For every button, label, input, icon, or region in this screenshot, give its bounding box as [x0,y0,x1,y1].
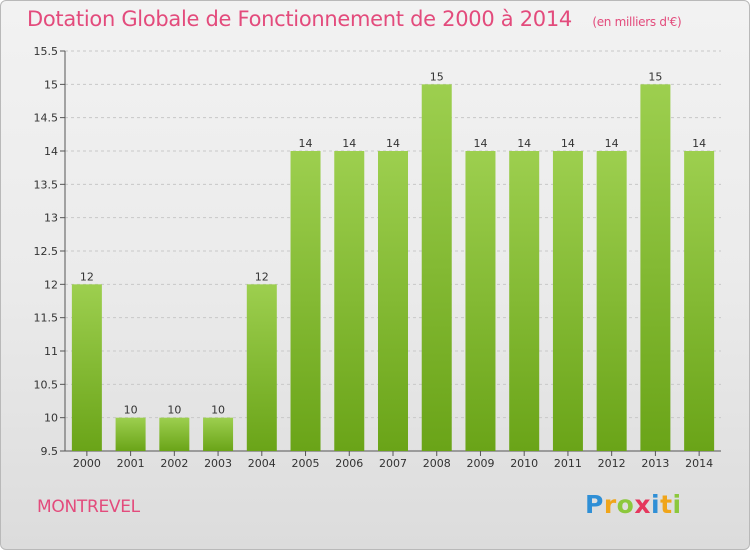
x-tick-label: 2002 [160,457,188,470]
bar [71,284,102,451]
x-tick-label: 2006 [335,457,363,470]
bar [290,151,321,451]
x-tick-label: 2000 [73,457,101,470]
bar [421,84,452,451]
x-tick-label: 2013 [641,457,669,470]
bar-value-label: 14 [342,137,356,150]
y-tick-label: 13.5 [34,178,59,191]
bar-value-label: 14 [517,137,531,150]
logo-letter: i [651,490,661,519]
bar-value-label: 15 [430,70,444,83]
bar-value-label: 14 [692,137,706,150]
bar-value-label: 14 [561,137,575,150]
y-tick-label: 14.5 [34,112,59,125]
x-tick-label: 2009 [466,457,494,470]
bar-value-label: 12 [80,270,94,283]
x-tick-label: 2011 [554,457,582,470]
x-tick-label: 2008 [423,457,451,470]
y-tick-label: 15 [44,78,58,91]
logo-letter: t [660,490,673,519]
bar [552,151,583,451]
bar [246,284,277,451]
y-tick-label: 13 [44,212,58,225]
y-tick-label: 10.5 [34,378,59,391]
proxiti-logo: Proxiti [585,490,682,519]
bar-value-label: 14 [605,137,619,150]
x-tick-label: 2004 [248,457,276,470]
x-tick-label: 2003 [204,457,232,470]
x-tick-label: 2014 [685,457,713,470]
logo-letter: o [616,490,635,519]
logo-letter: x [634,490,651,519]
bar [465,151,496,451]
x-tick-label: 2001 [117,457,145,470]
bar-value-label: 10 [167,404,181,417]
y-tick-label: 14 [44,145,58,158]
y-tick-label: 9.5 [41,445,59,458]
bar-value-label: 12 [255,270,269,283]
logo-letter: r [603,490,617,519]
x-tick-label: 2012 [598,457,626,470]
bar [159,417,190,451]
bar-value-label: 15 [648,70,662,83]
chart-unit: (en milliers d'€) [592,15,682,29]
bar [640,84,671,451]
y-tick-label: 12.5 [34,245,59,258]
x-tick-label: 2010 [510,457,538,470]
bar [684,151,715,451]
x-tick-label: 2005 [292,457,320,470]
x-tick-label: 2007 [379,457,407,470]
bar [509,151,540,451]
bar-value-label: 14 [386,137,400,150]
bar-value-label: 14 [299,137,313,150]
bar [203,417,234,451]
y-tick-label: 12 [44,278,58,291]
bar-value-label: 14 [473,137,487,150]
chart-title: Dotation Globale de Fonctionnement de 20… [27,7,682,31]
commune-name: MONTREVEL [37,497,140,517]
bar-value-label: 10 [124,404,138,417]
bar-value-label: 10 [211,404,225,417]
bar [334,151,365,451]
logo-letter: P [585,490,604,519]
y-tick-label: 15.5 [34,45,59,58]
y-tick-label: 10 [44,412,58,425]
logo-letter: i [672,490,682,519]
bar [115,417,146,451]
bar [596,151,627,451]
y-tick-label: 11.5 [34,312,59,325]
y-tick-label: 11 [44,345,58,358]
bar [378,151,408,451]
chart-title-text: Dotation Globale de Fonctionnement de 20… [27,7,572,31]
